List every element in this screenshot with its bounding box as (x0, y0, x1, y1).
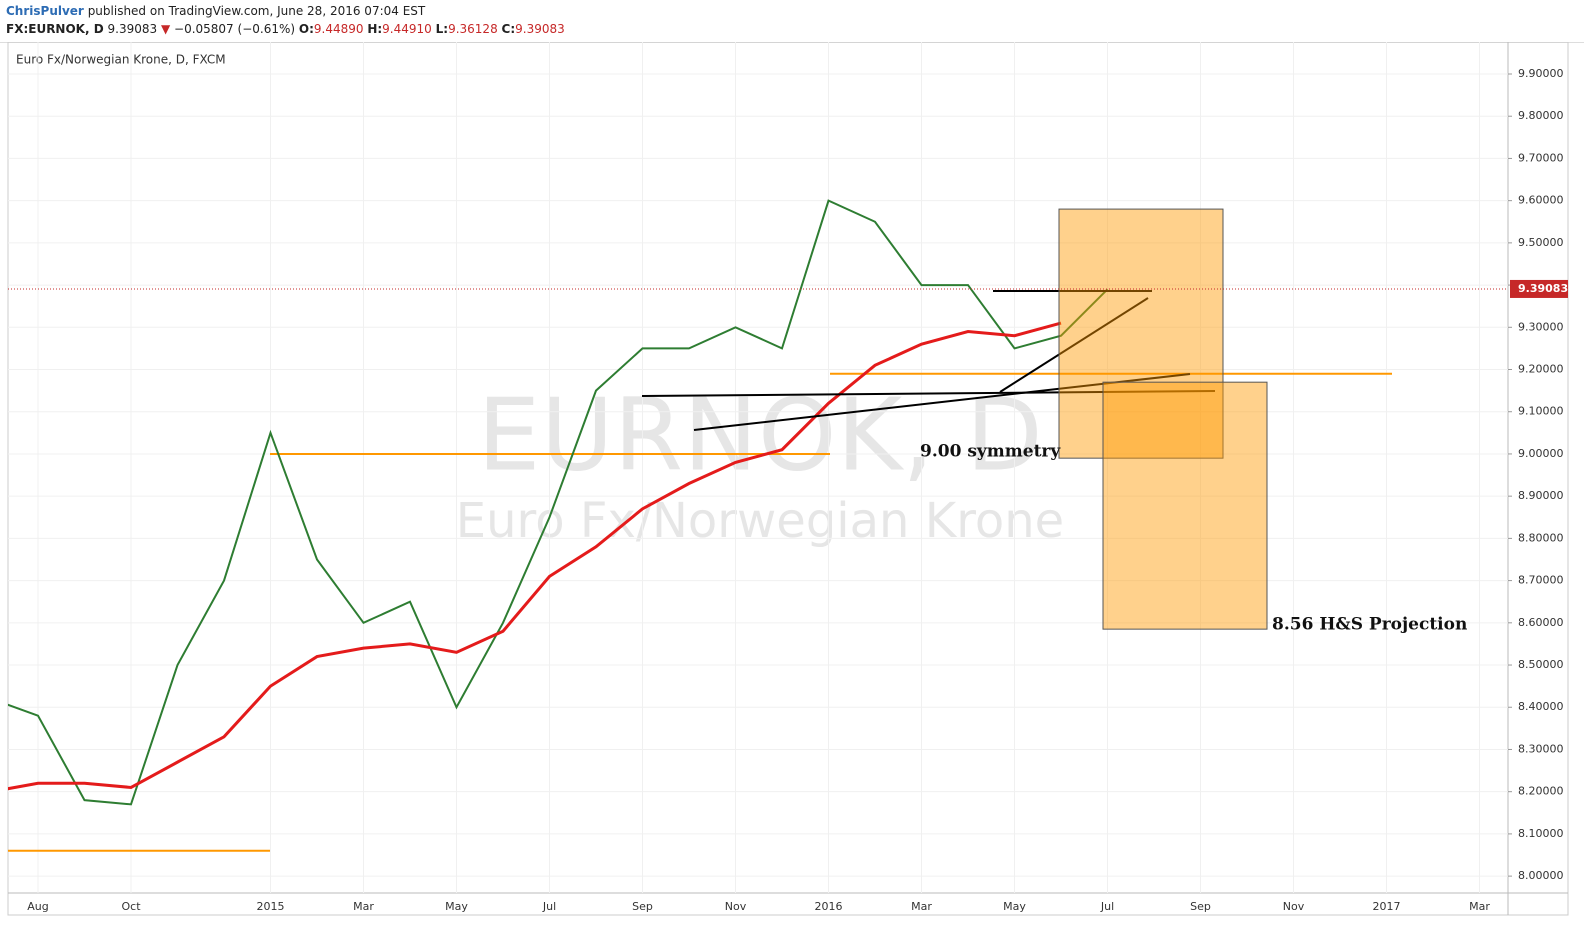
y-tick-label: 9.80000 (1518, 109, 1564, 122)
open: 9.44890 (313, 22, 364, 36)
y-tick-label: 8.10000 (1518, 827, 1564, 840)
x-tick-label: Sep (632, 900, 653, 913)
author[interactable]: ChrisPulver (6, 4, 84, 18)
y-tick-label: 8.60000 (1518, 616, 1564, 629)
y-tick-label: 9.00000 (1518, 447, 1564, 460)
y-tick-label: 9.10000 (1518, 405, 1564, 418)
trendline (693, 373, 1191, 431)
zone (1058, 208, 1224, 459)
series-line (8, 199, 1109, 806)
y-tick-label: 9.90000 (1518, 67, 1564, 80)
header: ChrisPulver published on TradingView.com… (0, 0, 1584, 43)
x-tick-label: Sep (1190, 900, 1211, 913)
x-tick-label: May (1003, 900, 1026, 913)
watermark-sub: Euro Fx/Norwegian Krone (456, 493, 1064, 549)
y-tick-label: 9.30000 (1518, 320, 1564, 333)
x-tick-label: 2015 (257, 900, 285, 913)
y-tick-label: 8.30000 (1518, 742, 1564, 755)
last-price-box (1510, 279, 1568, 298)
x-tick-label: Nov (1283, 900, 1305, 913)
y-tick-label: 8.50000 (1518, 658, 1564, 671)
trendline (641, 390, 1216, 397)
symbol: FX:EURNOK, D (6, 22, 104, 36)
x-tick-label: Mar (353, 900, 374, 913)
y-tick-label: 9.20000 (1518, 363, 1564, 376)
change: −0.05807 (−0.61%) (174, 22, 296, 36)
y-tick-label: 9.70000 (1518, 151, 1564, 164)
high: 9.44910 (382, 22, 432, 36)
annotation: 9.00 symmetry (920, 442, 1061, 462)
x-tick-label: Jul (542, 900, 556, 913)
trendlines (641, 290, 1216, 431)
chart-title: Euro Fx/Norwegian Krone, D, FXCM (16, 53, 226, 67)
c-label: C: (501, 22, 516, 36)
x-tick-label: May (445, 900, 468, 913)
price: 9.39083 (107, 22, 158, 36)
x-tick-label: 2017 (1373, 900, 1401, 913)
y-tick-label: 8.90000 (1518, 489, 1564, 502)
o-label: O: (298, 22, 314, 36)
x-tick-label: Nov (725, 900, 747, 913)
x-tick-label: Jul (1100, 900, 1114, 913)
y-tick-label: 8.40000 (1518, 700, 1564, 713)
series-line (8, 321, 1062, 791)
last-price-label: 9.39083 (1518, 282, 1568, 295)
frame (7, 42, 1569, 916)
zone (1102, 381, 1268, 630)
h-label: H: (367, 22, 383, 36)
published: published on TradingView.com, June 28, 2… (87, 4, 426, 18)
annotation: 8.56 H&S Projection (1272, 615, 1467, 635)
publish-line: ChrisPulver published on TradingView.com… (6, 4, 425, 18)
y-tick-label: 8.00000 (1518, 869, 1564, 882)
y-tick-label: 8.80000 (1518, 531, 1564, 544)
close: 9.39083 (515, 22, 565, 36)
x-tick-label: Aug (27, 900, 48, 913)
x-tick-label: Mar (1469, 900, 1490, 913)
x-tick-label: 2016 (815, 900, 843, 913)
low: 9.36128 (448, 22, 498, 36)
y-tick-label: 9.50000 (1518, 236, 1564, 249)
y-tick-label: 8.20000 (1518, 785, 1564, 798)
y-tick-label: 9.60000 (1518, 194, 1564, 207)
l-label: L: (435, 22, 449, 36)
x-tick-label: Oct (121, 900, 141, 913)
x-tick-label: Mar (911, 900, 932, 913)
trendline (999, 297, 1149, 393)
arrow: ▼ (160, 22, 171, 36)
quote-line: FX:EURNOK, D 9.39083 ▼ −0.05807 (−0.61%)… (6, 22, 565, 36)
y-tick-label: 8.70000 (1518, 574, 1564, 587)
chart: EURNOK, D Euro Fx/Norwegian Krone Euro F… (7, 42, 1569, 916)
